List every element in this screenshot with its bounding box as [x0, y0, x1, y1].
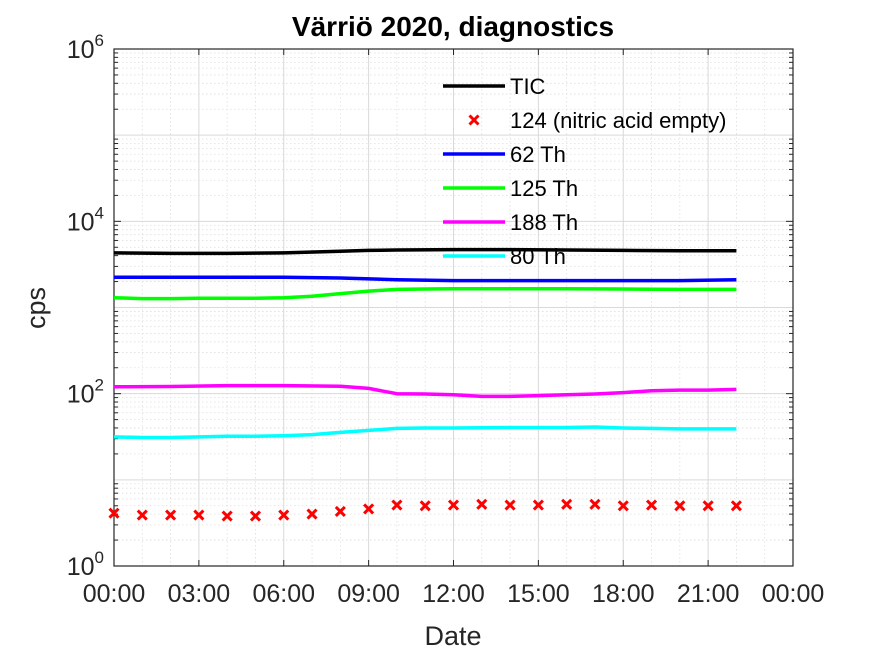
x-tick-label: 03:00 — [168, 580, 231, 608]
x-tick-label: 18:00 — [592, 580, 655, 608]
data-point — [730, 500, 742, 512]
marker-stroke — [702, 500, 714, 512]
legend: TIC 124 (nitric acid empty) 62 Th 125 Th 188… — [443, 74, 726, 269]
marker-stroke — [363, 503, 375, 515]
data-point — [447, 499, 460, 511]
legend-item-tic: TIC — [443, 74, 546, 99]
marker-stroke — [165, 509, 177, 521]
data-point — [504, 499, 516, 511]
y-tick-exponent: 2 — [95, 376, 104, 395]
marker-stroke — [221, 510, 233, 522]
y-tick-base: 10 — [67, 208, 95, 236]
y-tick-exponent: 0 — [95, 548, 104, 567]
y-tick-label: 106 — [67, 31, 104, 64]
x-axis-label: Date — [424, 621, 481, 651]
data-point — [589, 498, 601, 510]
x-tick-label: 15:00 — [507, 580, 570, 608]
series-layer — [108, 247, 742, 522]
chart-title: Värriö 2020, diagnostics — [292, 11, 614, 42]
x-tick-label: 00:00 — [83, 580, 146, 608]
x-tick-label: 09:00 — [337, 580, 400, 608]
y-axis-label: cps — [21, 287, 51, 329]
legend-label: 124 (nitric acid empty) — [510, 108, 726, 133]
y-tick-exponent: 6 — [95, 31, 104, 50]
legend-label: TIC — [510, 74, 546, 99]
data-point — [108, 507, 120, 519]
marker-stroke — [306, 508, 318, 520]
marker-stroke — [468, 114, 480, 126]
data-point — [136, 509, 148, 521]
data-point — [165, 509, 177, 521]
data-point — [561, 498, 573, 510]
data-point — [221, 510, 233, 522]
data-point — [645, 499, 658, 511]
marker-stroke — [617, 500, 629, 512]
marker-stroke — [476, 498, 488, 510]
series-line-125-th — [113, 287, 737, 301]
data-point — [249, 510, 262, 522]
series-line-80-th — [113, 425, 737, 440]
legend-label: 62 Th — [510, 142, 566, 167]
marker-stroke — [278, 509, 290, 521]
marker-stroke — [674, 500, 686, 512]
data-point — [674, 500, 686, 512]
legend-item-62-th: 62 Th — [443, 142, 566, 167]
legend-item-125-th: 125 Th — [443, 176, 578, 201]
y-tick-label: 100 — [67, 548, 104, 581]
y-tick-base: 10 — [67, 553, 95, 581]
legend-label: 188 Th — [510, 210, 578, 235]
series-line-tic — [113, 247, 737, 256]
y-tick-base: 10 — [67, 36, 95, 64]
data-point — [476, 498, 488, 510]
marker-stroke — [532, 499, 544, 511]
x-ticks: 00:00 03:00 06:00 09:00 12:00 15:00 18:00 21:00… — [83, 49, 825, 608]
marker-stroke — [561, 498, 573, 510]
marker-stroke — [447, 499, 460, 511]
data-point — [702, 500, 714, 512]
data-point — [278, 509, 290, 521]
x-tick-label: 00:00 — [762, 580, 825, 608]
y-tick-label: 102 — [67, 376, 104, 409]
marker-stroke — [504, 499, 516, 511]
marker-stroke — [136, 509, 148, 521]
x-tick-label: 12:00 — [422, 580, 485, 608]
marker-stroke — [589, 498, 601, 510]
data-point — [363, 503, 375, 515]
legend-item-188-th: 188 Th — [443, 210, 578, 235]
marker-stroke — [249, 510, 262, 522]
y-tick-base: 10 — [67, 381, 95, 409]
x-tick-label: 06:00 — [252, 580, 315, 608]
y-tick-label: 104 — [67, 203, 104, 236]
marker-stroke — [391, 499, 403, 511]
data-point — [334, 505, 346, 517]
legend-item-124-nitric-acid-empty: 124 (nitric acid empty) — [468, 108, 726, 133]
marker-stroke — [108, 507, 120, 519]
marker-stroke — [334, 505, 346, 517]
legend-label: 125 Th — [510, 176, 578, 201]
series-line-62-th — [114, 275, 737, 283]
marker-stroke — [193, 509, 205, 521]
marker-stroke — [730, 500, 742, 512]
marker-stroke — [419, 500, 431, 512]
data-point — [193, 509, 205, 521]
data-point — [617, 500, 629, 512]
series-line-188-th — [113, 383, 737, 399]
legend-label: 80 Th — [510, 244, 566, 269]
data-point — [532, 499, 544, 511]
marker-stroke — [645, 499, 658, 511]
data-point — [419, 500, 431, 512]
legend-item-80-th: 80 Th — [443, 244, 566, 269]
data-point — [391, 499, 403, 511]
legend-swatch — [468, 114, 480, 126]
y-tick-exponent: 4 — [95, 203, 104, 222]
x-tick-label: 21:00 — [677, 580, 740, 608]
series-markers-124-nitric-acid-empty — [108, 498, 742, 522]
data-point — [306, 508, 318, 520]
